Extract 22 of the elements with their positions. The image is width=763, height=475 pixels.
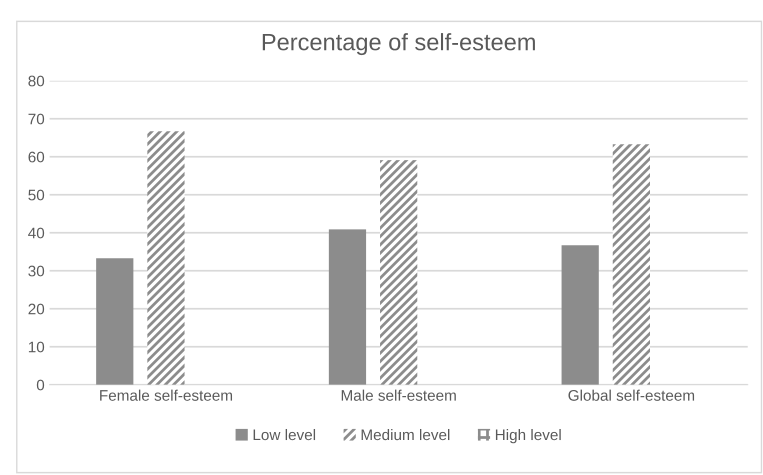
chart-title: Percentage of self-esteem: [262, 33, 535, 56]
bar: [380, 160, 418, 385]
legend-label: High level: [496, 428, 561, 444]
y-tick-label: 80: [28, 76, 44, 86]
x-tick-label: Global self-esteem: [568, 390, 694, 401]
bar: [612, 144, 650, 385]
legend-label: Low level: [254, 428, 316, 440]
y-tick-label: 20: [28, 304, 44, 314]
y-tick-label: 40: [28, 228, 44, 238]
bar: [562, 245, 599, 385]
x-tick-label: Male self-esteem: [342, 390, 456, 401]
legend-label: Medium level: [362, 428, 450, 440]
x-tick-label: Female self-esteem: [100, 390, 232, 401]
y-tick-label: 60: [28, 152, 44, 162]
bar: [147, 131, 185, 385]
bar: [96, 258, 134, 385]
y-tick-label: 70: [28, 114, 44, 124]
y-tick-label: 10: [28, 342, 44, 352]
y-tick-label: 0: [36, 380, 44, 390]
bar: [328, 229, 366, 385]
y-tick-label: 30: [28, 266, 44, 276]
y-tick-label: 50: [28, 190, 44, 200]
